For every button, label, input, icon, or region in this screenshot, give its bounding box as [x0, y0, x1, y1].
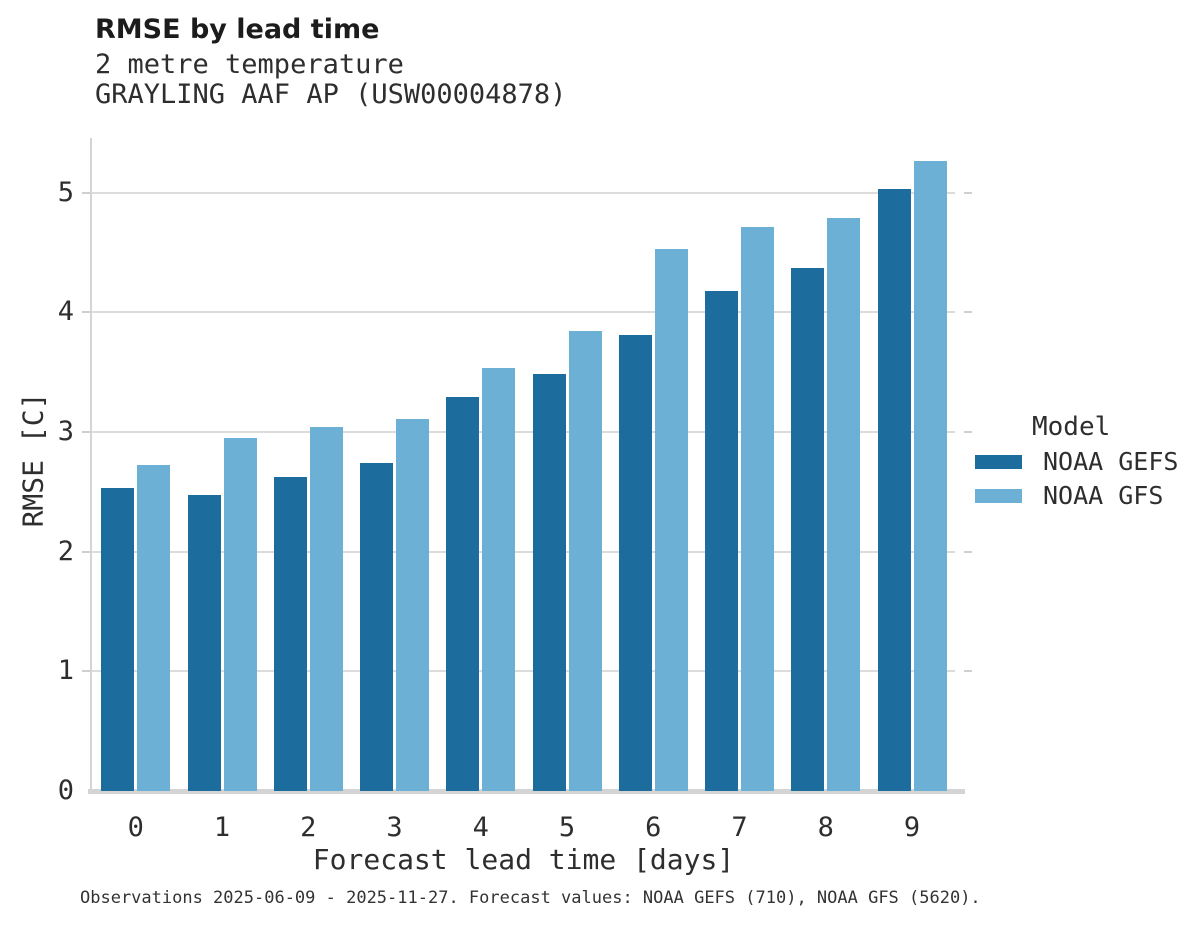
y-axis-label: RMSE [C]: [16, 392, 50, 528]
bar-noaa-gefs-day-0: [101, 488, 135, 791]
legend-entry-noaa-gefs: NOAA GEFS: [968, 447, 1188, 476]
bar-noaa-gefs-day-6: [618, 334, 652, 791]
x-tick-label: 8: [817, 812, 834, 843]
bar-noaa-gfs-day-4: [482, 368, 516, 791]
caption: Observations 2025-06-09 - 2025-11-27. Fo…: [80, 888, 981, 908]
bar-noaa-gfs-day-9: [913, 161, 947, 791]
gridline: [92, 550, 955, 553]
x-tick-label: 7: [731, 812, 748, 843]
gridline: [92, 191, 955, 194]
y-tick: [82, 670, 90, 673]
legend: Model NOAA GEFS NOAA GFS: [968, 412, 1188, 522]
bar-noaa-gfs-day-0: [137, 465, 171, 791]
chart-title: RMSE by lead time: [95, 14, 380, 45]
bar-noaa-gfs-day-8: [827, 217, 861, 791]
y-tick-label: 3: [57, 415, 74, 447]
x-tick-label: 6: [645, 812, 662, 843]
y-tick: [82, 311, 90, 314]
bar-noaa-gefs-day-1: [187, 495, 221, 791]
bar-noaa-gfs-day-3: [396, 418, 430, 791]
chart-subtitle-station: GRAYLING AAF AP (USW00004878): [95, 79, 567, 110]
y-tick-right: [964, 670, 972, 673]
legend-label: NOAA GEFS: [1043, 447, 1179, 476]
bar-noaa-gefs-day-8: [791, 267, 825, 791]
plot-area: 0 1 2 3 4 5 0 1 2 3 4 5 6 7 8 9: [58, 138, 972, 843]
y-tick-right: [964, 430, 972, 433]
gridline: [92, 430, 955, 433]
y-tick-label: 1: [57, 655, 74, 687]
bar-noaa-gfs-day-1: [223, 437, 257, 791]
y-tick-label: 2: [57, 535, 74, 567]
y-axis-spine: [90, 138, 92, 794]
y-tick: [82, 430, 90, 433]
bar-noaa-gfs-day-5: [568, 331, 602, 791]
y-tick: [82, 550, 90, 553]
x-tick-label: 1: [213, 812, 231, 843]
x-axis-spine: [88, 789, 965, 794]
y-tick-label: 4: [57, 296, 74, 328]
legend-swatch: [975, 488, 1022, 503]
y-tick-label: 5: [57, 176, 74, 208]
bar-noaa-gefs-day-3: [360, 463, 394, 791]
bar-noaa-gefs-day-2: [273, 477, 307, 791]
x-tick-label: 2: [300, 812, 317, 843]
bar-noaa-gefs-day-4: [446, 397, 480, 791]
x-tick-label: 9: [903, 812, 921, 843]
y-tick-label: 0: [57, 775, 74, 806]
y-tick-right: [964, 311, 972, 314]
x-tick-label: 3: [386, 812, 403, 843]
chart-subtitle-variable: 2 metre temperature: [95, 49, 404, 80]
y-tick: [82, 191, 90, 194]
bar-noaa-gfs-day-7: [741, 227, 775, 791]
bar-noaa-gefs-day-5: [532, 374, 566, 791]
gridline: [92, 670, 955, 673]
legend-entry-noaa-gfs: NOAA GFS: [968, 481, 1188, 510]
bar-noaa-gfs-day-2: [309, 427, 343, 791]
bar-noaa-gefs-day-7: [705, 290, 739, 791]
bar-noaa-gfs-day-6: [654, 248, 688, 791]
y-tick-right: [964, 191, 972, 194]
legend-title: Model: [1032, 412, 1111, 442]
gridline: [92, 311, 955, 314]
x-axis-label: Forecast lead time [days]: [312, 843, 735, 876]
x-tick-label: 4: [472, 812, 489, 843]
y-tick-right: [964, 550, 972, 553]
bar-noaa-gefs-day-9: [877, 188, 911, 791]
legend-label: NOAA GFS: [1043, 481, 1164, 510]
x-tick-label: 0: [127, 812, 144, 843]
legend-swatch: [975, 454, 1022, 469]
x-tick-label: 5: [558, 812, 576, 843]
